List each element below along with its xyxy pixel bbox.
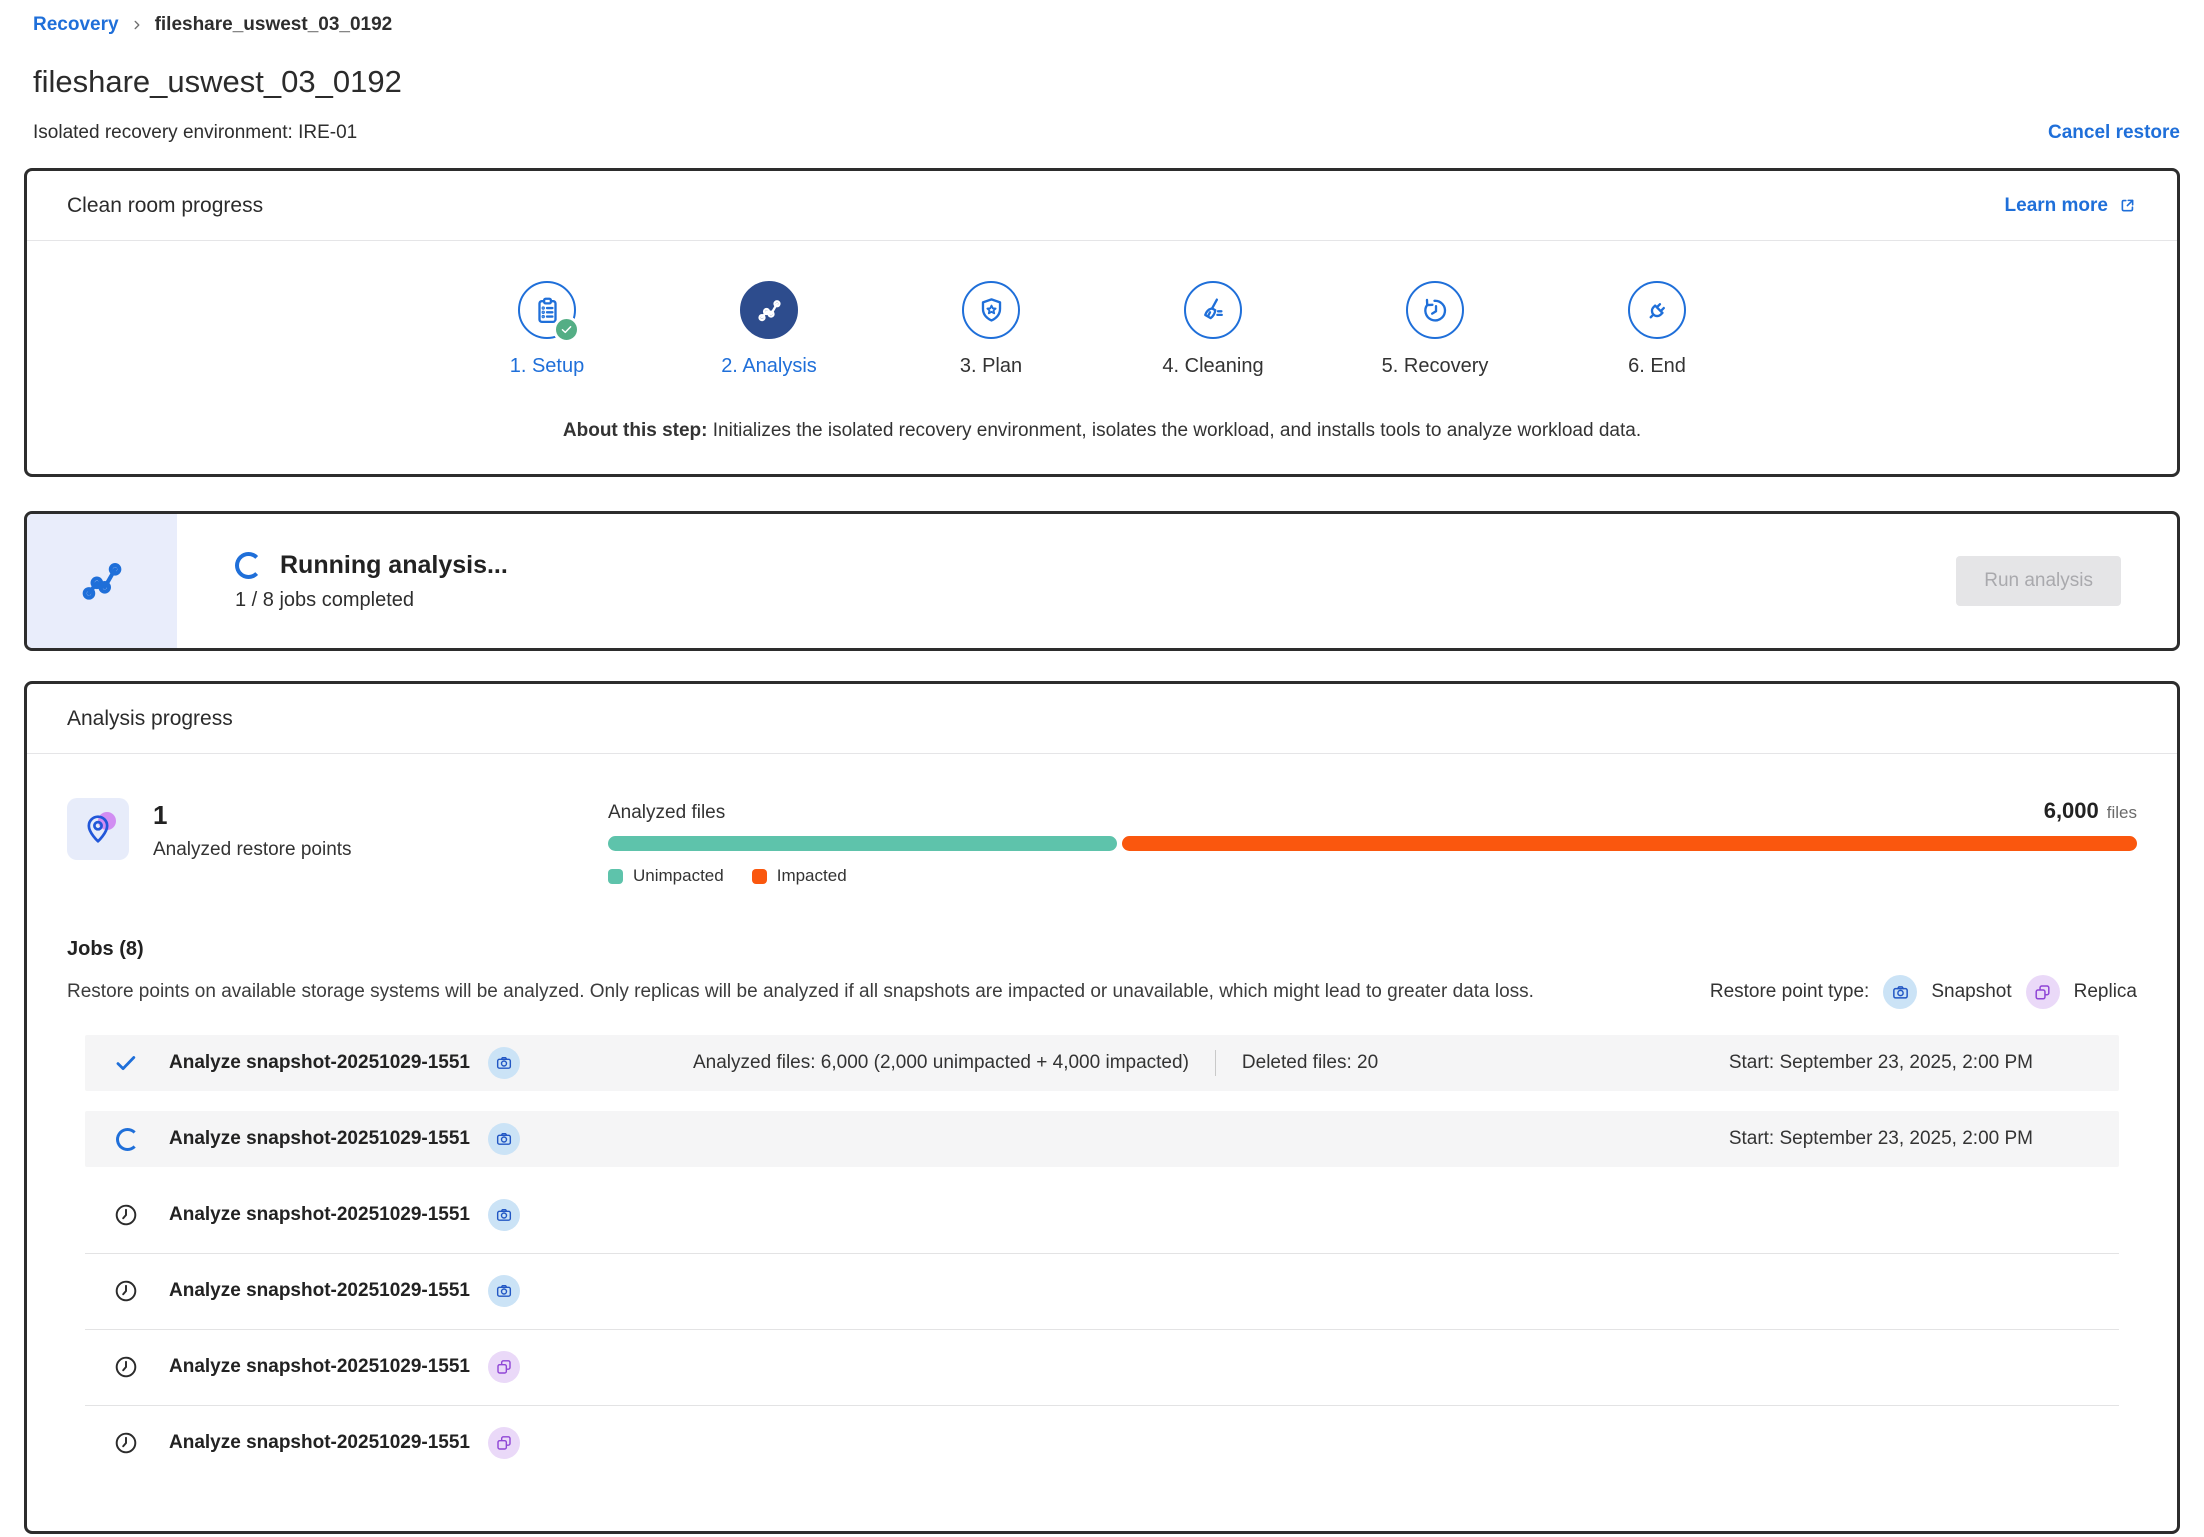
job-name: Analyze snapshot-20251029-1551: [169, 1052, 470, 1073]
clean-room-progress-card: Clean room progress Learn more 1. Setup: [24, 168, 2180, 477]
step-analysis: 2. Analysis: [710, 281, 828, 378]
job-files-stats: Analyzed files: 6,000 (2,000 unimpacted …: [693, 1052, 1189, 1073]
chevron-right-icon: [134, 20, 140, 30]
step-label: 6. End: [1628, 355, 1686, 377]
check-icon: [111, 1048, 141, 1078]
analysis-chart-icon: [27, 514, 177, 648]
step-plan: 3. Plan: [932, 281, 1050, 378]
job-row[interactable]: Analyze snapshot-20251029-1551: [85, 1329, 2119, 1395]
job-row[interactable]: Analyze snapshot-20251029-1551: [85, 1187, 2119, 1243]
clock-icon: [111, 1352, 141, 1382]
analyzed-files-stat: Analyzed files 6,000 files Unimpacted Imp…: [608, 798, 2137, 886]
step-complete-check-icon: [553, 316, 580, 343]
job-row[interactable]: Analyze snapshot-20251029-1551: [85, 1405, 2119, 1471]
analysis-progress-card: Analysis progress 1 Analyzed restore poi…: [24, 681, 2180, 1534]
about-step-description: Initializes the isolated recovery enviro…: [707, 420, 1642, 441]
restore-point-pin-icon: [67, 798, 129, 860]
snapshot-camera-icon: [488, 1047, 520, 1079]
replica-copy-icon: [488, 1351, 520, 1383]
breadcrumb: Recovery fileshare_uswest_03_0192: [33, 14, 2180, 36]
job-name: Analyze snapshot-20251029-1551: [169, 1356, 470, 1377]
clock-icon: [111, 1276, 141, 1306]
clipboard-icon: [518, 281, 580, 343]
about-step-label: About this step:: [562, 420, 708, 441]
learn-more-link[interactable]: Learn more: [2005, 195, 2137, 217]
step-label: 4. Cleaning: [1162, 355, 1264, 377]
unimpacted-bar-segment: [608, 836, 1118, 851]
snapshot-camera-icon: [1883, 975, 1918, 1009]
restore-points-stat: 1 Analyzed restore points: [67, 798, 572, 886]
external-link-icon: [2121, 199, 2134, 212]
page-title: fileshare_uswest_03_0192: [33, 64, 402, 99]
step-label: 5. Recovery: [1381, 355, 1489, 377]
snapshot-camera-icon: [488, 1275, 520, 1307]
plug-icon: [1628, 281, 1686, 339]
snapshot-label: Snapshot: [1931, 981, 2012, 1002]
breadcrumb-current: fileshare_uswest_03_0192: [154, 14, 393, 35]
loading-spinner-icon: [235, 551, 262, 579]
snapshot-camera-icon: [488, 1123, 520, 1155]
analyzed-files-label: Analyzed files: [608, 802, 726, 823]
analyzed-files-progress-bar: [608, 836, 2137, 851]
step-recovery: 5. Recovery: [1376, 281, 1494, 378]
job-name: Analyze snapshot-20251029-1551: [169, 1432, 470, 1453]
job-start-time: Start: September 23, 2025, 2:00 PM: [1728, 1128, 2033, 1149]
impacted-swatch: [751, 868, 767, 884]
job-name: Analyze snapshot-20251029-1551: [169, 1204, 470, 1225]
cancel-restore-link[interactable]: Cancel restore: [2047, 122, 2180, 143]
broom-icon: [1184, 281, 1242, 339]
step-label: 1. Setup: [509, 355, 585, 377]
analysis-progress-title: Analysis progress: [67, 706, 233, 730]
replica-copy-icon: [488, 1427, 520, 1459]
restore-points-label: Analyzed restore points: [153, 839, 352, 860]
job-row[interactable]: Analyze snapshot-20251029-1551 Analyzed …: [85, 1035, 2119, 1091]
running-analysis-title: Running analysis...: [280, 550, 508, 579]
unimpacted-label: Unimpacted: [633, 866, 724, 885]
job-row[interactable]: Analyze snapshot-20251029-1551 Start: Se…: [85, 1111, 2119, 1167]
step-end: 6. End: [1598, 281, 1716, 378]
jobs-description: Restore points on available storage syst…: [67, 981, 1534, 1002]
step-label: 3. Plan: [959, 355, 1023, 377]
jobs-section-title: Jobs (8): [67, 938, 144, 960]
impacted-label: Impacted: [776, 866, 847, 885]
chart-icon: [740, 281, 798, 339]
step-setup: 1. Setup: [488, 281, 606, 378]
job-start-time: Start: September 23, 2025, 2:00 PM: [1728, 1052, 2033, 1073]
snapshot-camera-icon: [488, 1199, 520, 1231]
job-name: Analyze snapshot-20251029-1551: [169, 1280, 470, 1301]
history-icon: [1406, 281, 1464, 339]
about-step-text: About this step: Initializes the isolate…: [27, 382, 2177, 474]
replica-label: Replica: [2073, 981, 2137, 1002]
clean-room-steps: 1. Setup 2. Analysis 3. Plan 4. Cleaning: [27, 241, 2177, 382]
analyzed-files-unit: files: [2106, 803, 2137, 822]
jobs-list: Analyze snapshot-20251029-1551 Analyzed …: [85, 1035, 2119, 1471]
clean-room-title: Clean room progress: [67, 193, 264, 217]
running-analysis-banner: Running analysis... 1 / 8 jobs completed…: [24, 511, 2180, 651]
impacted-bar-segment: [1122, 836, 2137, 851]
replica-copy-icon: [2025, 975, 2060, 1009]
clock-icon: [111, 1200, 141, 1230]
jobs-completed-count: 1 / 8 jobs completed: [235, 588, 414, 611]
unimpacted-swatch: [608, 868, 623, 884]
learn-more-label: Learn more: [2004, 194, 2108, 216]
analyzed-files-total: 6,000: [2043, 798, 2099, 823]
job-row[interactable]: Analyze snapshot-20251029-1551: [85, 1253, 2119, 1319]
restore-point-type-label: Restore point type:: [1709, 981, 1870, 1002]
job-details: Analyzed files: 6,000 (2,000 unimpacted …: [671, 1050, 1378, 1076]
files-legend: Unimpacted Impacted: [608, 866, 2137, 886]
ire-subtitle: Isolated recovery environment: IRE-01: [33, 122, 358, 143]
clock-icon: [111, 1428, 141, 1458]
job-deleted-stats: Deleted files: 20: [1241, 1052, 1379, 1073]
job-name: Analyze snapshot-20251029-1551: [169, 1128, 470, 1149]
details-divider: [1214, 1050, 1216, 1076]
spinner-icon: [111, 1124, 141, 1154]
step-label: 2. Analysis: [721, 355, 817, 377]
restore-point-type-legend: Restore point type: Snapshot Replica: [1710, 975, 2137, 1009]
shield-star-icon: [962, 281, 1020, 339]
breadcrumb-recovery-link[interactable]: Recovery: [33, 14, 119, 35]
restore-points-count: 1: [153, 800, 168, 830]
run-analysis-button[interactable]: Run analysis: [1956, 556, 2121, 606]
step-cleaning: 4. Cleaning: [1154, 281, 1272, 378]
